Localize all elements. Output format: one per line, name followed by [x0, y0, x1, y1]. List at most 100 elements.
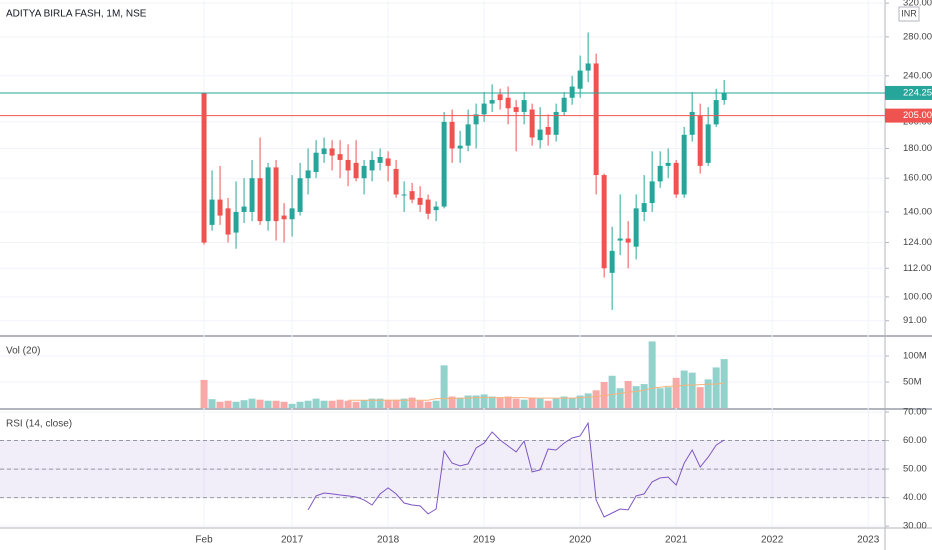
volume-bar — [368, 398, 376, 408]
y-tick-label: 160.00 — [903, 173, 932, 184]
volume-bar — [656, 388, 664, 408]
candle-body — [225, 208, 231, 235]
candle-body — [657, 165, 663, 182]
candle-body — [673, 162, 679, 195]
candle-body — [273, 167, 279, 222]
price-label: 224.25 — [903, 87, 932, 98]
volume-bar — [344, 400, 352, 408]
candle-body — [337, 154, 343, 160]
candle-body — [577, 70, 583, 89]
currency[interactable]: INR — [901, 8, 917, 18]
volume-bar — [488, 396, 496, 408]
candle-body — [505, 97, 511, 109]
y-tick-label: 100M — [903, 351, 927, 362]
candle-body — [217, 199, 223, 216]
y-tick-label: 320.00 — [903, 0, 932, 9]
candle-body — [545, 126, 551, 135]
candle-body — [409, 191, 415, 200]
x-tick-label: 2017 — [281, 535, 304, 546]
volume-bar — [552, 398, 560, 408]
candle-body — [329, 148, 335, 156]
volume-bar — [544, 400, 552, 408]
volume-bar — [680, 370, 688, 408]
volume-bar — [384, 399, 392, 408]
chart-title: ADITYA BIRLA FASH, 1M, NSE — [6, 9, 147, 20]
candle-body — [249, 178, 255, 212]
candle-body — [257, 178, 263, 222]
volume-bar — [480, 394, 488, 408]
candle-body — [689, 111, 695, 135]
volume-bar — [696, 387, 704, 408]
volume-bar — [640, 384, 648, 408]
volume-bar — [520, 399, 528, 408]
volume-bar — [256, 399, 264, 408]
currency-box[interactable] — [898, 6, 920, 22]
volume-bar — [432, 400, 440, 408]
volume-bar — [464, 395, 472, 408]
volume-bar — [216, 401, 224, 408]
volume-bar — [456, 397, 464, 408]
volume-bar — [712, 367, 720, 408]
volume-bar — [280, 401, 288, 408]
candle-body — [593, 63, 599, 176]
volume-bar — [408, 397, 416, 408]
x-tick-label: 2018 — [377, 535, 400, 546]
candle-body — [345, 159, 351, 171]
candle-body — [313, 152, 319, 172]
candle-body — [393, 168, 399, 195]
candle-body — [473, 114, 479, 125]
volume-bar — [536, 398, 544, 408]
volume-bar — [232, 401, 240, 408]
y-tick-label: 70.00 — [903, 407, 927, 418]
candle-body — [233, 211, 239, 233]
volume-bar — [592, 390, 600, 408]
pane-title: RSI (14, close) — [6, 419, 72, 430]
volume-bar — [504, 396, 512, 408]
pane-title: Vol (20) — [6, 346, 40, 357]
candle-body — [705, 124, 711, 163]
volume-bar — [648, 341, 656, 408]
candle-body — [201, 93, 207, 243]
volume-bar — [360, 400, 368, 408]
candle-body — [265, 167, 271, 222]
candle-body — [713, 100, 719, 125]
candle-body — [425, 199, 431, 214]
candle-body — [241, 206, 247, 212]
candle-body — [585, 63, 591, 71]
candle-body — [321, 148, 327, 155]
volume-bar — [704, 379, 712, 408]
candle-body — [385, 158, 391, 166]
candle-body — [609, 250, 615, 273]
y-tick-label: 30.00 — [903, 521, 927, 532]
volume-bar — [224, 400, 232, 408]
volume-bar — [352, 401, 360, 408]
candle-body — [465, 124, 471, 146]
candle-body — [457, 145, 463, 149]
rsi-line — [307, 421, 725, 518]
candle-body — [417, 197, 423, 205]
candle-body — [529, 109, 535, 138]
volume-bar — [448, 396, 456, 408]
candle-body — [553, 111, 559, 135]
candle-body — [297, 178, 303, 212]
volume-bar — [336, 399, 344, 408]
volume-bar — [248, 398, 256, 408]
x-tick-label: 2021 — [665, 535, 688, 546]
y-tick-label: 240.00 — [903, 70, 932, 81]
volume-bar — [528, 397, 536, 408]
volume-bar — [424, 401, 432, 408]
candle-body — [433, 206, 439, 211]
x-tick-label: Feb — [195, 535, 213, 546]
candle-body — [633, 208, 639, 247]
candle-body — [281, 215, 287, 220]
candle-body — [569, 86, 575, 98]
y-tick-label: 100.00 — [903, 291, 932, 302]
price-label-box — [885, 108, 932, 123]
candle-body — [641, 203, 647, 212]
candle-body — [289, 208, 295, 220]
candle-body — [625, 238, 631, 243]
y-tick-label: 280.00 — [903, 31, 932, 42]
volume-bar — [632, 386, 640, 408]
